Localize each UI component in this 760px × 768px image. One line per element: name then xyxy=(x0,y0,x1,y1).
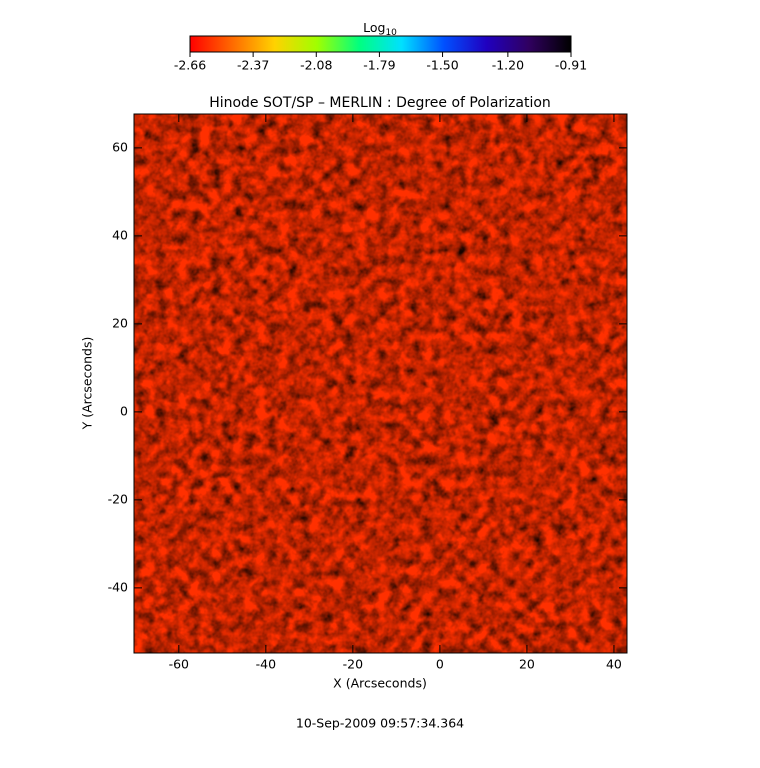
x-axis-label: X (Arcseconds) xyxy=(333,676,427,691)
chart-title: Hinode SOT/SP – MERLIN : Degree of Polar… xyxy=(209,95,551,111)
x-tick-label: 20 xyxy=(519,657,535,672)
colorbar-tick-label: -1.50 xyxy=(426,58,458,73)
colorbar xyxy=(189,35,572,53)
image xyxy=(134,114,627,653)
colorbar-label: Log10 xyxy=(363,20,397,38)
colorbar-label-main: Log xyxy=(363,20,385,35)
colorbar-tick-label: -1.20 xyxy=(492,58,524,73)
y-tick-label: 60 xyxy=(112,139,128,154)
colorbar-tick-label: -2.37 xyxy=(237,58,269,73)
footer-timestamp: 10-Sep-2009 09:57:34.364 xyxy=(296,716,464,731)
y-tick-label: 40 xyxy=(112,227,128,242)
plot-frame xyxy=(133,113,628,654)
image-texture xyxy=(134,114,627,653)
x-tick-label: -20 xyxy=(343,657,363,672)
colorbar-tick-label: -2.08 xyxy=(300,58,332,73)
y-tick-label: -40 xyxy=(108,579,128,594)
y-axis-label: Y (Arcseconds) xyxy=(80,337,95,431)
y-tick-label: 0 xyxy=(120,403,128,418)
y-tick-label: -20 xyxy=(108,491,128,506)
colorbar-tick-label: -2.66 xyxy=(174,58,206,73)
colorbar-tick-label: -1.79 xyxy=(363,58,395,73)
colorbar-label-sub: 10 xyxy=(385,28,397,38)
y-tick-label: 20 xyxy=(112,315,128,330)
x-tick-label: 40 xyxy=(606,657,622,672)
x-tick-label: -60 xyxy=(169,657,189,672)
x-tick-label: -40 xyxy=(256,657,276,672)
colorbar-tick-label: -0.91 xyxy=(555,58,587,73)
x-tick-label: 0 xyxy=(436,657,444,672)
